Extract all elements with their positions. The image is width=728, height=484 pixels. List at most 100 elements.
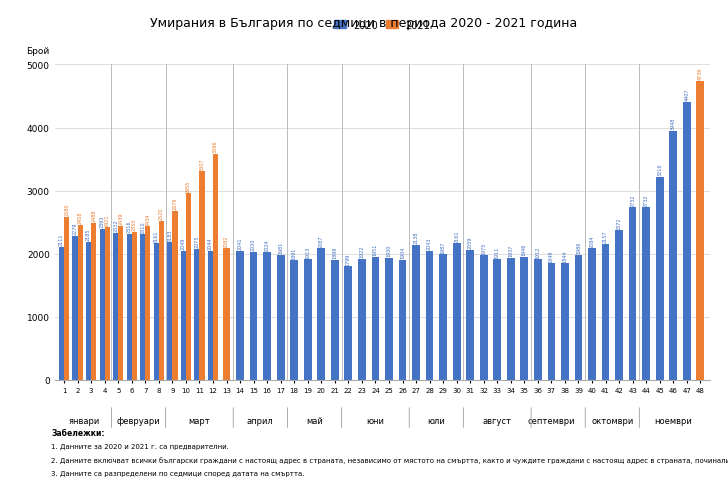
Bar — [146, 227, 151, 380]
Text: 2393: 2393 — [100, 215, 105, 228]
Y-axis label: Брой: Брой — [27, 47, 50, 56]
Bar — [250, 252, 258, 380]
Bar — [507, 258, 515, 380]
Bar — [207, 251, 213, 380]
Text: 2520: 2520 — [159, 207, 164, 220]
Bar — [494, 260, 501, 380]
Bar — [317, 249, 325, 380]
Text: 2161: 2161 — [454, 230, 459, 242]
Text: 2439: 2439 — [118, 212, 123, 225]
Text: 2732: 2732 — [644, 194, 649, 207]
Bar — [277, 255, 285, 380]
Bar — [683, 103, 691, 380]
Text: 1904: 1904 — [400, 246, 405, 258]
Bar — [73, 237, 78, 380]
Bar — [154, 244, 159, 380]
Bar — [439, 255, 447, 380]
Bar — [467, 250, 474, 380]
Bar — [105, 227, 110, 380]
Bar — [59, 247, 64, 380]
Text: 2030: 2030 — [251, 238, 256, 251]
Bar — [264, 253, 271, 380]
Bar — [480, 256, 488, 380]
Bar — [141, 235, 146, 380]
Text: 1946: 1946 — [522, 243, 527, 256]
Bar — [173, 212, 178, 380]
Text: 1975: 1975 — [481, 242, 486, 254]
Text: февруари: февруари — [116, 416, 160, 425]
Text: 2157: 2157 — [603, 230, 608, 242]
Text: 1911: 1911 — [495, 246, 499, 258]
Bar — [100, 229, 105, 380]
Text: 3307: 3307 — [199, 158, 205, 170]
Bar — [167, 242, 173, 380]
Text: 1849: 1849 — [549, 250, 554, 262]
Text: 2279: 2279 — [73, 223, 78, 235]
Text: 2075: 2075 — [194, 235, 199, 248]
Text: 3. Данните са разпределени по седмици според датата на смъртта.: 3. Данните са разпределени по седмици сп… — [51, 469, 304, 476]
Text: 1912: 1912 — [535, 246, 540, 258]
Text: 2087: 2087 — [319, 235, 324, 247]
Text: 1844: 1844 — [563, 250, 567, 262]
Bar — [371, 257, 379, 380]
Bar — [399, 260, 406, 380]
Bar — [615, 231, 623, 380]
Text: 1987: 1987 — [440, 241, 446, 253]
Bar — [547, 264, 555, 380]
Bar — [194, 249, 199, 380]
Bar — [669, 132, 677, 380]
Text: 1930: 1930 — [387, 244, 392, 257]
Text: май: май — [306, 416, 323, 425]
Text: 2679: 2679 — [173, 197, 178, 210]
Bar — [186, 194, 191, 380]
Bar — [223, 249, 230, 380]
Bar — [86, 242, 91, 380]
Bar — [331, 260, 339, 380]
Bar — [64, 218, 69, 380]
Text: 2332: 2332 — [113, 219, 118, 232]
Text: март: март — [189, 416, 210, 425]
Bar — [213, 154, 218, 380]
Text: 2082: 2082 — [224, 235, 229, 247]
Text: 2310: 2310 — [141, 221, 145, 233]
Text: 1922: 1922 — [360, 245, 365, 257]
Text: 1898: 1898 — [332, 246, 337, 259]
Text: 1951: 1951 — [373, 243, 378, 256]
Text: 2316: 2316 — [127, 220, 132, 233]
Bar — [602, 244, 609, 380]
Bar — [181, 251, 186, 380]
Text: 2183: 2183 — [167, 228, 173, 241]
Text: 2111: 2111 — [59, 233, 64, 245]
Text: 1913: 1913 — [305, 246, 310, 258]
Text: 2041: 2041 — [237, 238, 242, 250]
Bar — [113, 233, 118, 380]
Bar — [78, 225, 83, 380]
Text: 1891: 1891 — [292, 247, 297, 259]
Text: 2138: 2138 — [414, 231, 419, 244]
Text: 2421: 2421 — [105, 213, 110, 226]
Text: ноември: ноември — [654, 416, 692, 425]
Bar — [358, 259, 365, 380]
Text: 2084: 2084 — [590, 235, 595, 247]
Bar — [159, 221, 164, 380]
Bar — [290, 261, 298, 380]
Bar — [642, 208, 650, 380]
Text: 2488: 2488 — [91, 210, 96, 222]
Legend: 2020, 2021: 2020, 2021 — [331, 17, 434, 34]
Text: Умирания в България по седмици в периода 2020 - 2021 година: Умирания в България по седмици в периода… — [151, 17, 577, 30]
Text: юни: юни — [366, 416, 384, 425]
Bar — [426, 251, 433, 380]
Bar — [453, 244, 461, 380]
Text: 3216: 3216 — [657, 164, 662, 176]
Text: 1937: 1937 — [508, 244, 513, 257]
Bar — [236, 252, 244, 380]
Text: август: август — [483, 416, 512, 425]
Text: септември: септември — [528, 416, 575, 425]
Text: Забележки:: Забележки: — [51, 428, 104, 438]
Bar — [656, 178, 663, 380]
Bar — [412, 245, 420, 380]
Bar — [91, 224, 96, 380]
Text: 2372: 2372 — [617, 217, 622, 229]
Bar — [132, 232, 137, 380]
Bar — [385, 258, 393, 380]
